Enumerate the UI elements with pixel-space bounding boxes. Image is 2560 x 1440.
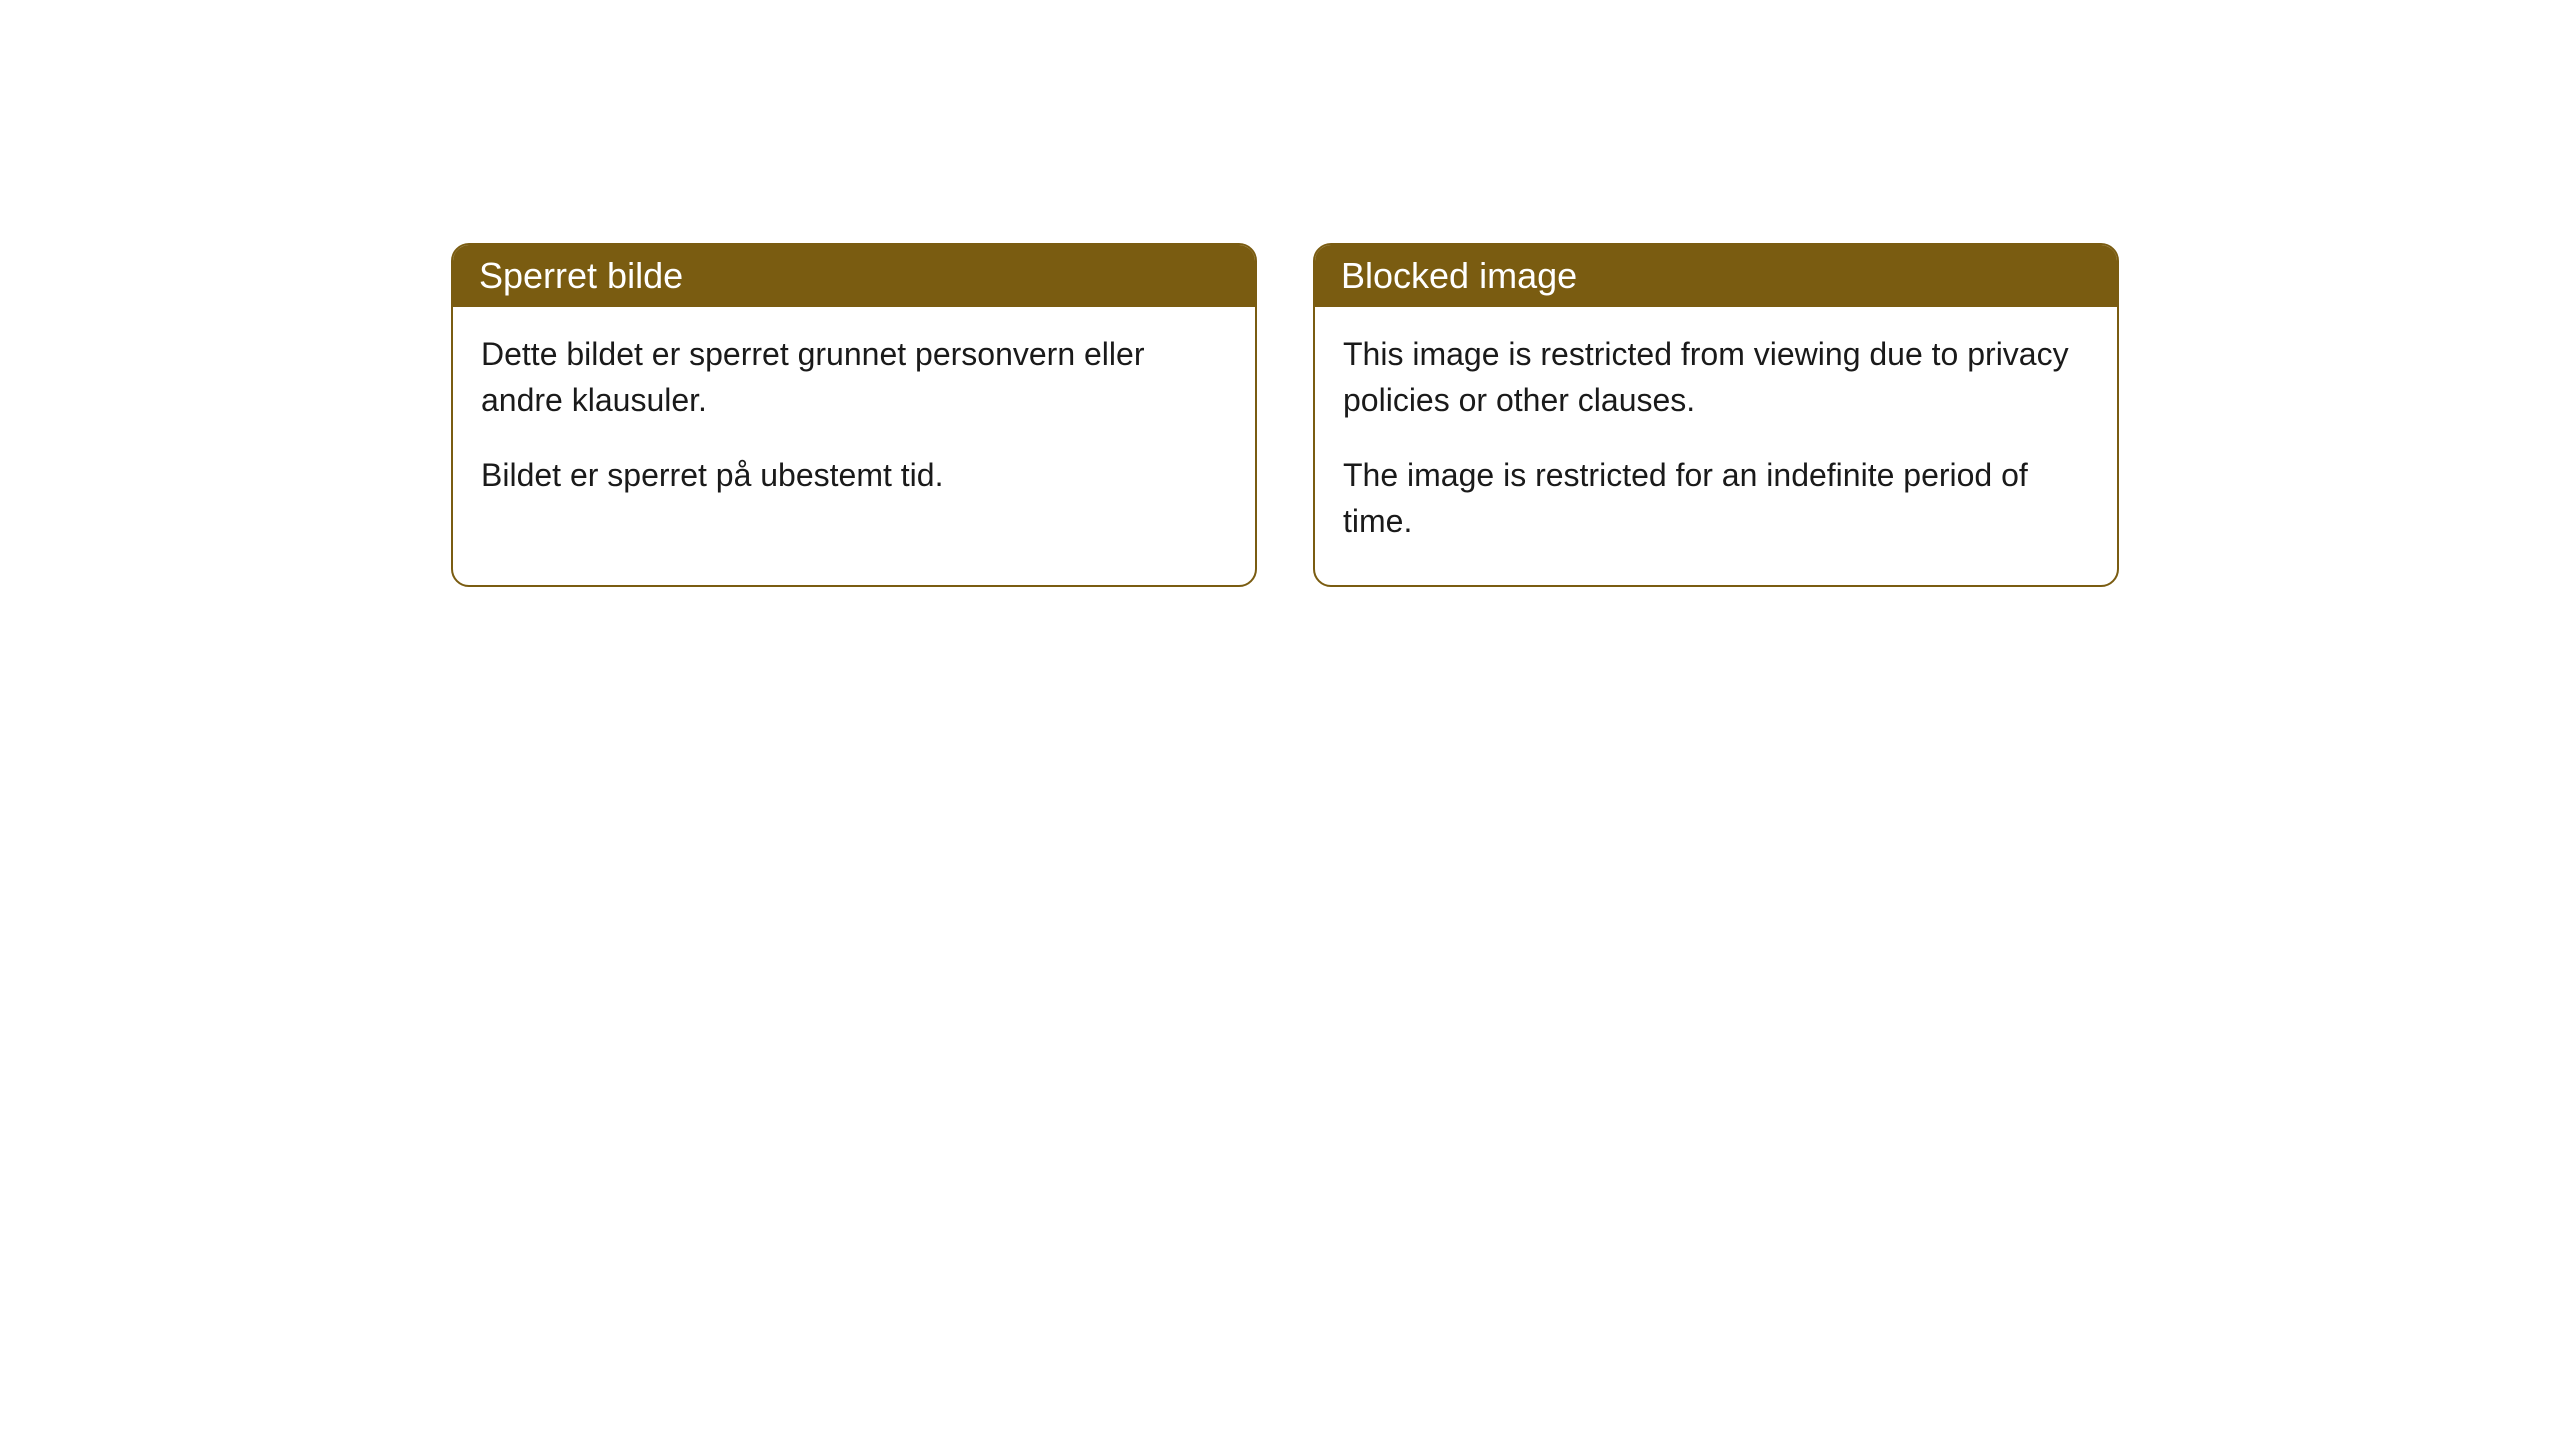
notice-paragraph-1: Dette bildet er sperret grunnet personve… [481,331,1227,424]
notice-body-english: This image is restricted from viewing du… [1315,307,2117,585]
notice-card-english: Blocked image This image is restricted f… [1313,243,2119,587]
notice-paragraph-2: The image is restricted for an indefinit… [1343,452,2089,545]
notice-title-english: Blocked image [1315,245,2117,307]
notice-paragraph-1: This image is restricted from viewing du… [1343,331,2089,424]
notice-title-norwegian: Sperret bilde [453,245,1255,307]
notice-body-norwegian: Dette bildet er sperret grunnet personve… [453,307,1255,538]
notice-paragraph-2: Bildet er sperret på ubestemt tid. [481,452,1227,498]
notice-card-norwegian: Sperret bilde Dette bildet er sperret gr… [451,243,1257,587]
notice-cards-container: Sperret bilde Dette bildet er sperret gr… [451,243,2119,587]
